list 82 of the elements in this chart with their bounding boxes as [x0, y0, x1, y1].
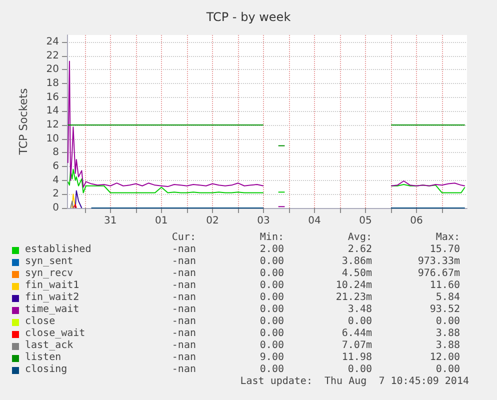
text: -nan	[170, 352, 196, 364]
text: -nan	[170, 364, 196, 376]
legend-label: close_wait	[24, 328, 86, 340]
text: 0.00	[258, 280, 284, 292]
text: -nan	[170, 340, 196, 352]
x-tick-label: 06	[410, 216, 423, 226]
text: 6.44m	[340, 328, 372, 340]
text: -nan	[170, 256, 196, 268]
text: 0.00	[258, 268, 284, 280]
text: Avg:	[346, 232, 372, 244]
text: 0.00	[258, 292, 284, 304]
legend-label: fin_wait1	[24, 280, 80, 292]
text: -nan	[170, 292, 196, 304]
x-tick-label: 31	[104, 216, 117, 226]
text: -nan	[170, 328, 196, 340]
y-tick-label: 0	[52, 202, 59, 214]
text: 0.00	[258, 304, 284, 316]
text: 93.52	[428, 304, 460, 316]
text: 0.00	[434, 316, 460, 328]
text: 2.00	[258, 244, 284, 256]
text: 976.67m	[416, 268, 460, 280]
y-tick-label: 6	[52, 160, 59, 172]
text: 0.00	[434, 364, 460, 376]
text: 7.07m	[340, 340, 372, 352]
text: 0.00	[258, 364, 284, 376]
legend-label: syn_recv	[24, 268, 74, 280]
x-tick-label: 02	[206, 216, 219, 226]
legend-label: close	[24, 316, 56, 328]
text: Min:	[258, 232, 284, 244]
text: 15.70	[428, 244, 460, 256]
y-tick-label: 22	[46, 50, 59, 62]
text: 0.00	[258, 328, 284, 340]
text: -nan	[170, 244, 196, 256]
text: 3.88	[434, 340, 460, 352]
text: 0.00	[258, 256, 284, 268]
text: 0.00	[346, 316, 372, 328]
legend-label: syn_sent	[24, 256, 74, 268]
text: 0.00	[258, 316, 284, 328]
text: 10.24m	[334, 280, 372, 292]
y-tick-label: 8	[52, 147, 59, 158]
text: Last update: Thu Aug 7 10:45:09 2014	[239, 376, 469, 387]
text: 9.00	[258, 352, 284, 364]
text: Cur:	[170, 232, 196, 244]
text: 21.23m	[334, 292, 372, 304]
text: -nan	[170, 268, 196, 280]
text: 3.48	[346, 304, 372, 316]
y-tick-label: 18	[46, 78, 59, 89]
text: 11.98	[340, 352, 372, 364]
legend-label: last_ack	[24, 340, 74, 352]
text: -nan	[170, 280, 196, 292]
y-tick-label: 24	[46, 36, 59, 48]
legend-label: established	[24, 244, 92, 256]
x-tick-label: 03	[257, 216, 270, 226]
text: 4.50m	[340, 268, 372, 280]
y-tick-label: 20	[46, 64, 59, 76]
y-tick-label: 12	[46, 119, 59, 130]
y-tick-label: 14	[46, 106, 59, 117]
text: 0.00	[346, 364, 372, 376]
x-tick-label: 04	[308, 216, 321, 226]
text: -nan	[170, 304, 196, 316]
text: 973.33m	[416, 256, 460, 268]
text: 11.60	[428, 280, 460, 292]
y-tick-label: 16	[46, 92, 59, 103]
text: 12.00	[428, 352, 460, 364]
y-tick-label: 4	[52, 174, 59, 186]
text: 2.62	[346, 244, 372, 256]
x-tick-label: 05	[359, 216, 372, 226]
chart-title: TCP - by week	[205, 10, 291, 24]
legend-label: listen	[24, 352, 62, 364]
text: 5.84	[434, 292, 460, 304]
text: Max:	[434, 232, 460, 244]
y-tick-label: 10	[46, 133, 59, 144]
y-tick-label: 2	[52, 188, 59, 200]
text: -nan	[170, 316, 196, 328]
text: 3.88	[434, 328, 460, 340]
legend-label: closing	[24, 364, 68, 376]
text: 3.86m	[340, 256, 372, 268]
text: 0.00	[258, 340, 284, 352]
y-axis-title: TCP Sockets	[17, 88, 30, 156]
legend-label: time_wait	[24, 304, 80, 316]
legend-label: fin_wait2	[24, 292, 80, 304]
x-tick-label: 01	[155, 216, 168, 226]
